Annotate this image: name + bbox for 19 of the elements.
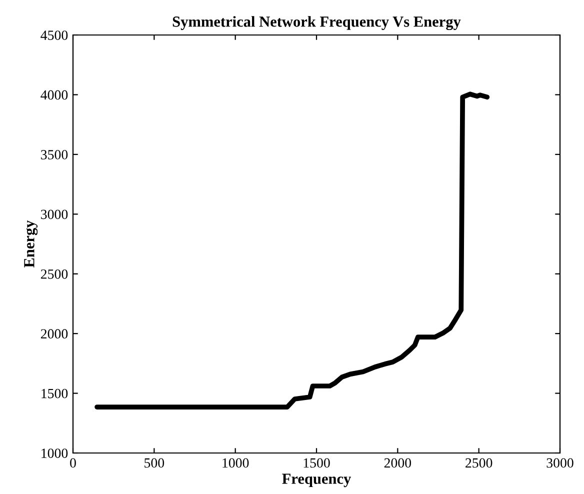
y-tick-label: 1500 xyxy=(42,388,68,398)
y-tick-label: 3000 xyxy=(41,210,68,220)
x-tick-label: 1000 xyxy=(222,458,249,468)
chart-title: Symmetrical Network Frequency Vs Energy xyxy=(172,16,461,30)
y-tick-label: 2500 xyxy=(40,269,68,279)
x-tick-label: 2500 xyxy=(466,458,492,468)
x-axis-title: Frequency xyxy=(282,474,352,488)
x-tick-label: 2000 xyxy=(384,458,412,468)
x-tick-label: 1500 xyxy=(304,458,330,468)
x-tick-label: 0 xyxy=(70,458,76,468)
y-tick-label: 4500 xyxy=(40,30,68,40)
y-axis-title: Energy xyxy=(24,220,38,268)
x-tick-label: 3000 xyxy=(546,458,574,468)
y-tick-label: 3500 xyxy=(41,150,68,160)
x-tick-label: 500 xyxy=(144,458,164,468)
y-tick-label: 2000 xyxy=(40,329,68,339)
line-series xyxy=(94,92,490,410)
y-tick-label: 1000 xyxy=(42,448,68,458)
y-tick-label: 4000 xyxy=(40,90,68,100)
